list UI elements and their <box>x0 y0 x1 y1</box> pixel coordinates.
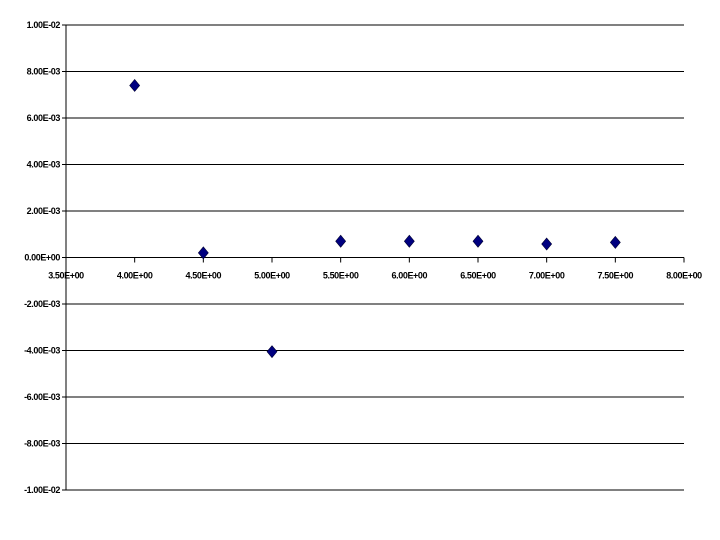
x-tick-label: 5.00E+00 <box>254 271 290 281</box>
data-point <box>403 234 415 248</box>
data-point <box>266 345 278 359</box>
y-tick-label: 6.00E-03 <box>27 113 61 123</box>
data-point <box>609 235 621 249</box>
x-tick-label: 5.50E+00 <box>323 271 359 281</box>
y-tick-label: 1.00E-02 <box>27 20 61 30</box>
x-tick-labels: 3.50E+00 4.00E+00 4.50E+00 5.00E+00 5.50E+00… <box>48 271 702 281</box>
x-tick-label: 7.50E+00 <box>598 271 634 281</box>
data-points <box>129 78 621 359</box>
y-tick-label: 4.00E-03 <box>27 160 61 170</box>
x-tick-label: 7.00E+00 <box>529 271 565 281</box>
x-tick-label: 4.00E+00 <box>117 271 153 281</box>
y-tick-label: -6.00E-03 <box>24 392 60 402</box>
y-tick-label: -1.00E-02 <box>24 485 60 495</box>
y-tick-label: 2.00E-03 <box>27 206 61 216</box>
y-tick-labels: 1.00E-02 8.00E-03 6.00E-03 4.00E-03 2.00E-03… <box>24 20 61 495</box>
data-point <box>335 234 347 248</box>
data-point <box>472 234 484 248</box>
y-tick-label: -2.00E-03 <box>24 299 60 309</box>
y-tick-label: 8.00E-03 <box>27 67 61 77</box>
data-point <box>541 237 553 251</box>
data-point <box>197 246 209 260</box>
x-tick-label: 8.00E+00 <box>666 271 702 281</box>
y-tick-label: -8.00E-03 <box>24 439 60 449</box>
y-tick-label: 0.00E+00 <box>24 253 60 263</box>
axes <box>62 24 685 491</box>
x-tick-label: 6.00E+00 <box>392 271 428 281</box>
y-tick-label: -4.00E-03 <box>24 346 60 356</box>
x-tick-label: 3.50E+00 <box>48 271 84 281</box>
x-tick-label: 6.50E+00 <box>460 271 496 281</box>
data-point <box>129 78 141 92</box>
x-tick-label: 4.50E+00 <box>186 271 222 281</box>
